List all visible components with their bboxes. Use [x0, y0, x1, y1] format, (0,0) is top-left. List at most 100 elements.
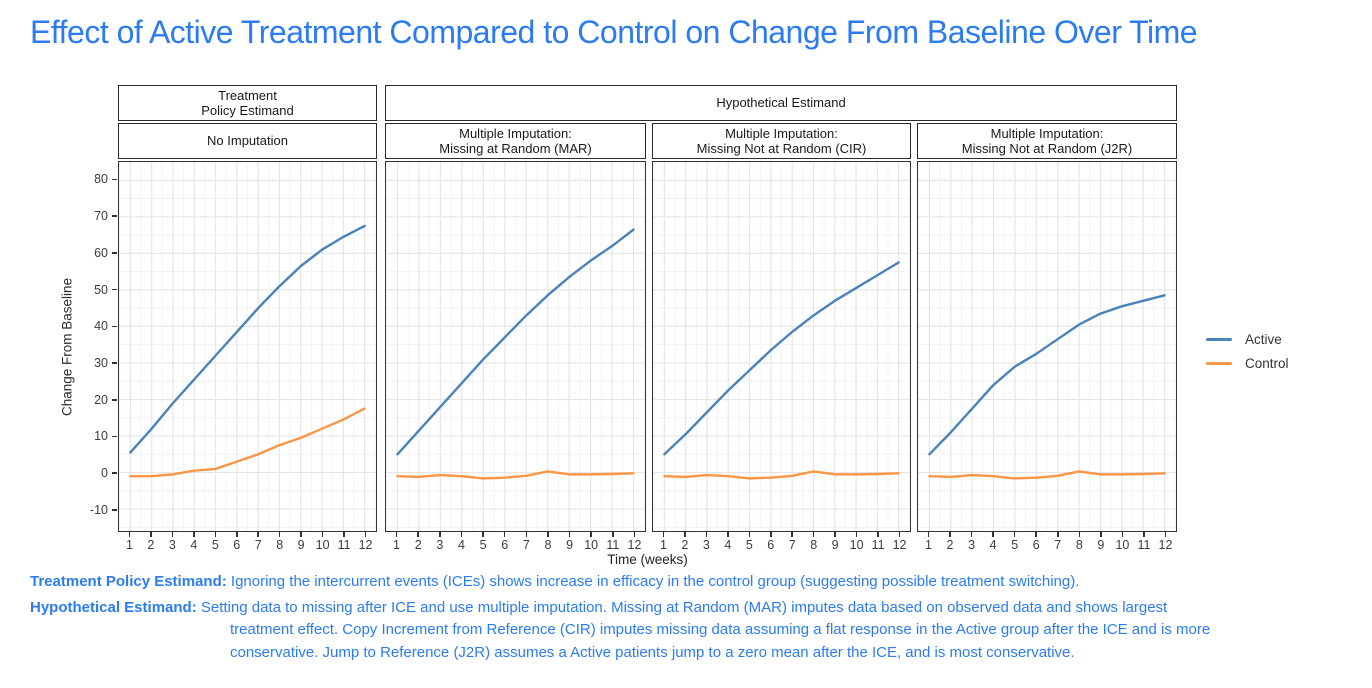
x-tick-mark: [1013, 532, 1016, 537]
x-tick-mark: [927, 532, 930, 537]
x-tick-mark: [612, 532, 614, 537]
legend-item-active: Active: [1206, 332, 1289, 347]
x-tick-label: 2: [414, 538, 422, 552]
panel-no-imputation: [118, 161, 377, 532]
y-tick-mark: [112, 252, 117, 254]
y-tick-mark: [112, 215, 117, 217]
x-tick-label: 12: [892, 538, 907, 552]
y-tick-label: 0: [101, 466, 108, 481]
x-tick-mark: [1100, 532, 1102, 537]
x-tick-mark: [568, 532, 571, 537]
x-tick-mark: [547, 532, 549, 537]
x-tick-mark: [395, 532, 398, 537]
x-tick-label: 8: [276, 538, 284, 552]
x-tick-label: 8: [810, 538, 818, 552]
active-line-swatch: [1206, 338, 1232, 341]
control-line-swatch: [1206, 362, 1232, 365]
x-tick-mark: [1143, 532, 1145, 537]
x-tick-mark: [748, 532, 751, 537]
x-axis-ticks-panel-3: 1 2 3 4 5 6 7 8 9 10 11 12: [652, 532, 911, 552]
x-axis-ticks-panel-2: 1 2 3 4 5 6 7 8 9 10 11 12: [385, 532, 646, 552]
y-tick-mark: [112, 288, 117, 291]
caption-treatment-policy-label: Treatment Policy Estimand:: [30, 573, 227, 590]
x-tick-label: 9: [566, 538, 574, 552]
x-tick-mark: [364, 532, 367, 537]
x-tick-label: 4: [190, 538, 198, 552]
x-tick-label: 6: [233, 538, 241, 552]
x-tick-label: 3: [436, 538, 444, 552]
control-line: [397, 471, 633, 478]
facet-strip-j2r: Multiple Imputation: Missing Not at Rand…: [917, 123, 1177, 159]
x-tick-label: 4: [724, 538, 732, 552]
facet-strip-cir: Multiple Imputation: Missing Not at Rand…: [652, 123, 911, 159]
x-tick-label: 7: [788, 538, 796, 552]
y-tick-mark: [112, 399, 117, 401]
x-tick-label: 8: [1075, 538, 1083, 552]
x-tick-mark: [791, 532, 793, 537]
x-tick-label: 5: [211, 538, 219, 552]
active-line: [929, 295, 1164, 454]
legend-item-control: Control: [1206, 356, 1289, 371]
x-tick-mark: [460, 532, 463, 537]
x-tick-mark: [727, 532, 729, 537]
panel-mar: [385, 161, 646, 532]
x-tick-label: 4: [989, 538, 997, 552]
panel-j2r: [917, 161, 1177, 532]
x-tick-label: 3: [968, 538, 976, 552]
x-tick-label: 7: [1054, 538, 1062, 552]
x-tick-mark: [417, 532, 419, 537]
x-axis-ticks-panel-4: 1 2 3 4 5 6 7 8 9 10 11 12: [917, 532, 1177, 552]
x-tick-label: 1: [659, 538, 667, 552]
y-tick-label: 20: [94, 392, 108, 407]
x-tick-mark: [150, 532, 152, 537]
x-tick-label: 2: [147, 538, 155, 552]
caption-treatment-policy: Treatment Policy Estimand: Ignoring the …: [30, 571, 1215, 594]
x-tick-mark: [949, 532, 951, 537]
x-tick-label: 6: [501, 538, 509, 552]
page-title: Effect of Active Treatment Compared to C…: [30, 14, 1198, 50]
x-tick-label: 5: [479, 538, 487, 552]
x-tick-mark: [812, 532, 815, 537]
active-line: [130, 226, 364, 453]
x-axis-title: Time (weeks): [607, 552, 688, 567]
x-tick-label: 3: [702, 538, 710, 552]
x-tick-label: 12: [627, 538, 642, 552]
x-tick-label: 5: [1011, 538, 1019, 552]
y-tick-label: 50: [94, 282, 108, 297]
y-axis-title: Change From Baseline: [59, 277, 75, 416]
x-tick-label: 9: [831, 538, 839, 552]
x-tick-mark: [321, 532, 324, 537]
x-tick-mark: [1078, 532, 1081, 537]
x-tick-label: 1: [125, 538, 133, 552]
x-tick-mark: [770, 532, 772, 537]
caption-hypothetical-label: Hypothetical Estimand:: [30, 598, 197, 616]
x-tick-mark: [257, 532, 259, 537]
x-tick-mark: [898, 532, 901, 537]
y-tick-label: 60: [94, 245, 108, 260]
x-tick-label: 11: [337, 538, 351, 552]
x-tick-mark: [343, 532, 345, 537]
x-tick-label: 9: [1097, 538, 1105, 552]
x-tick-label: 4: [457, 538, 465, 552]
y-tick-mark: [112, 435, 117, 438]
caption-hypothetical: Hypothetical Estimand: Setting data to m…: [30, 597, 1215, 665]
x-tick-label: 12: [1158, 538, 1173, 552]
y-tick-label: 30: [94, 356, 108, 371]
legend: Active Control: [1206, 332, 1289, 380]
x-tick-label: 5: [745, 538, 753, 552]
caption-treatment-policy-text: Ignoring the intercurrent events (ICEs) …: [230, 573, 1080, 590]
x-tick-label: 2: [946, 538, 954, 552]
x-tick-mark: [855, 532, 858, 537]
x-tick-mark: [482, 532, 484, 537]
x-tick-mark: [503, 532, 506, 537]
x-tick-mark: [633, 532, 636, 537]
legend-label-control: Control: [1245, 356, 1289, 371]
x-tick-mark: [214, 532, 217, 537]
x-tick-label: 6: [767, 538, 775, 552]
x-tick-mark: [439, 532, 441, 537]
x-tick-mark: [128, 532, 131, 537]
facet-strip-no-imputation: No Imputation: [118, 123, 377, 159]
legend-label-active: Active: [1245, 332, 1282, 347]
x-tick-mark: [590, 532, 592, 537]
x-tick-mark: [1035, 532, 1037, 537]
